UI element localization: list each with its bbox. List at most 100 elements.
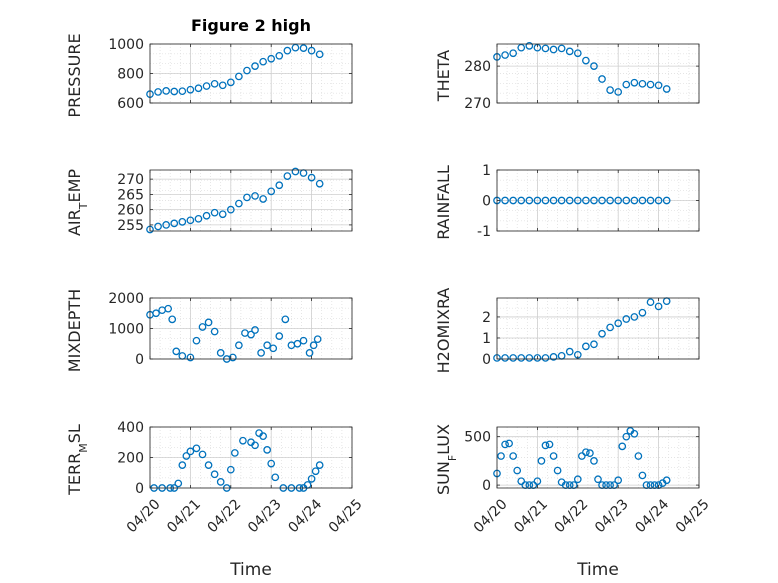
data-point xyxy=(178,87,187,96)
data-point xyxy=(307,474,316,483)
data-point xyxy=(291,167,300,176)
data-point xyxy=(283,46,292,55)
data-point xyxy=(606,323,614,332)
data-point xyxy=(307,46,316,55)
x-tick-label: 04/25 xyxy=(326,496,366,536)
data-point xyxy=(226,465,235,474)
data-point xyxy=(194,84,203,93)
y-tick-label: 255 xyxy=(117,218,144,234)
data-point xyxy=(271,473,280,482)
data-point xyxy=(614,476,623,485)
data-point xyxy=(291,43,300,52)
data-point xyxy=(517,196,526,205)
x-axis-label: Time xyxy=(229,560,272,580)
data-point xyxy=(630,313,639,321)
data-point xyxy=(505,439,513,448)
data-point xyxy=(541,441,550,450)
data-point xyxy=(509,354,518,362)
data-point xyxy=(517,43,526,52)
data-point xyxy=(202,82,211,90)
data-point xyxy=(164,304,173,313)
data-point xyxy=(598,75,606,83)
data-point xyxy=(192,336,201,345)
data-point xyxy=(622,196,631,205)
data-point xyxy=(293,339,302,348)
data-point xyxy=(216,349,225,357)
y-tick-label: 0 xyxy=(482,478,491,494)
data-point xyxy=(654,81,663,90)
data-point xyxy=(218,210,227,219)
data-point xyxy=(154,88,162,96)
data-point xyxy=(210,79,219,88)
data-point xyxy=(638,471,647,480)
data-point xyxy=(549,45,558,54)
data-point xyxy=(573,49,582,58)
data-point xyxy=(263,446,272,454)
y-axis-label: MIXDEPTH xyxy=(65,289,84,372)
y-tick-label: 500 xyxy=(464,430,491,446)
data-point xyxy=(662,196,671,205)
data-point xyxy=(638,79,647,88)
subplot-4: -1 0 1 RAINFALL xyxy=(434,163,700,240)
data-point xyxy=(251,326,259,334)
data-point xyxy=(299,44,308,52)
data-point xyxy=(299,336,308,345)
data-point xyxy=(170,87,179,96)
data-point xyxy=(549,196,558,205)
y-tick-label: 280 xyxy=(464,59,491,75)
data-point xyxy=(226,78,235,87)
data-point xyxy=(259,195,267,203)
data-point xyxy=(497,452,505,460)
y-tick-label: 0 xyxy=(482,352,491,368)
x-tick-label: 04/22 xyxy=(552,496,592,536)
y-tick-label: 1 xyxy=(482,163,491,179)
data-point xyxy=(275,332,284,340)
y-tick-label: 800 xyxy=(117,67,144,83)
data-point xyxy=(267,187,276,196)
data-point xyxy=(315,461,324,469)
data-point xyxy=(549,452,558,460)
data-point xyxy=(586,449,594,457)
x-tick-label: 04/24 xyxy=(632,496,672,536)
data-point xyxy=(509,49,518,58)
data-point xyxy=(565,347,574,356)
data-point xyxy=(541,44,550,53)
data-point xyxy=(634,452,643,460)
y-axis-label: H2OMIXRA xyxy=(434,288,453,374)
data-point xyxy=(577,452,586,460)
data-point xyxy=(204,318,213,327)
y-tick-label: 600 xyxy=(117,96,144,112)
data-point xyxy=(210,327,219,336)
data-point xyxy=(654,196,663,205)
data-point xyxy=(186,447,195,456)
data-point xyxy=(178,461,187,469)
data-point xyxy=(614,319,623,328)
data-point xyxy=(194,214,203,223)
data-point xyxy=(192,444,201,453)
data-point xyxy=(622,432,631,441)
data-point xyxy=(545,440,554,449)
data-point xyxy=(622,315,631,323)
data-point xyxy=(565,47,574,56)
y-tick-label: 260 xyxy=(117,203,144,219)
y-axis-label: TERRMSL xyxy=(65,424,90,496)
data-point xyxy=(152,309,160,318)
data-point xyxy=(259,57,267,66)
data-point xyxy=(573,475,582,484)
data-point xyxy=(235,199,243,208)
data-point xyxy=(275,181,284,190)
data-point xyxy=(243,66,251,75)
data-point xyxy=(662,85,671,93)
y-tick-label: 270 xyxy=(464,96,491,112)
data-point xyxy=(509,196,518,205)
data-point xyxy=(582,196,590,205)
data-point xyxy=(267,459,276,468)
data-point xyxy=(606,196,614,205)
data-point xyxy=(239,436,247,445)
data-point xyxy=(198,450,207,459)
data-point xyxy=(269,344,278,353)
subplot-6: 0 1 2 H2OMIXRA xyxy=(434,288,700,374)
data-point xyxy=(309,341,318,350)
data-point xyxy=(501,440,509,449)
